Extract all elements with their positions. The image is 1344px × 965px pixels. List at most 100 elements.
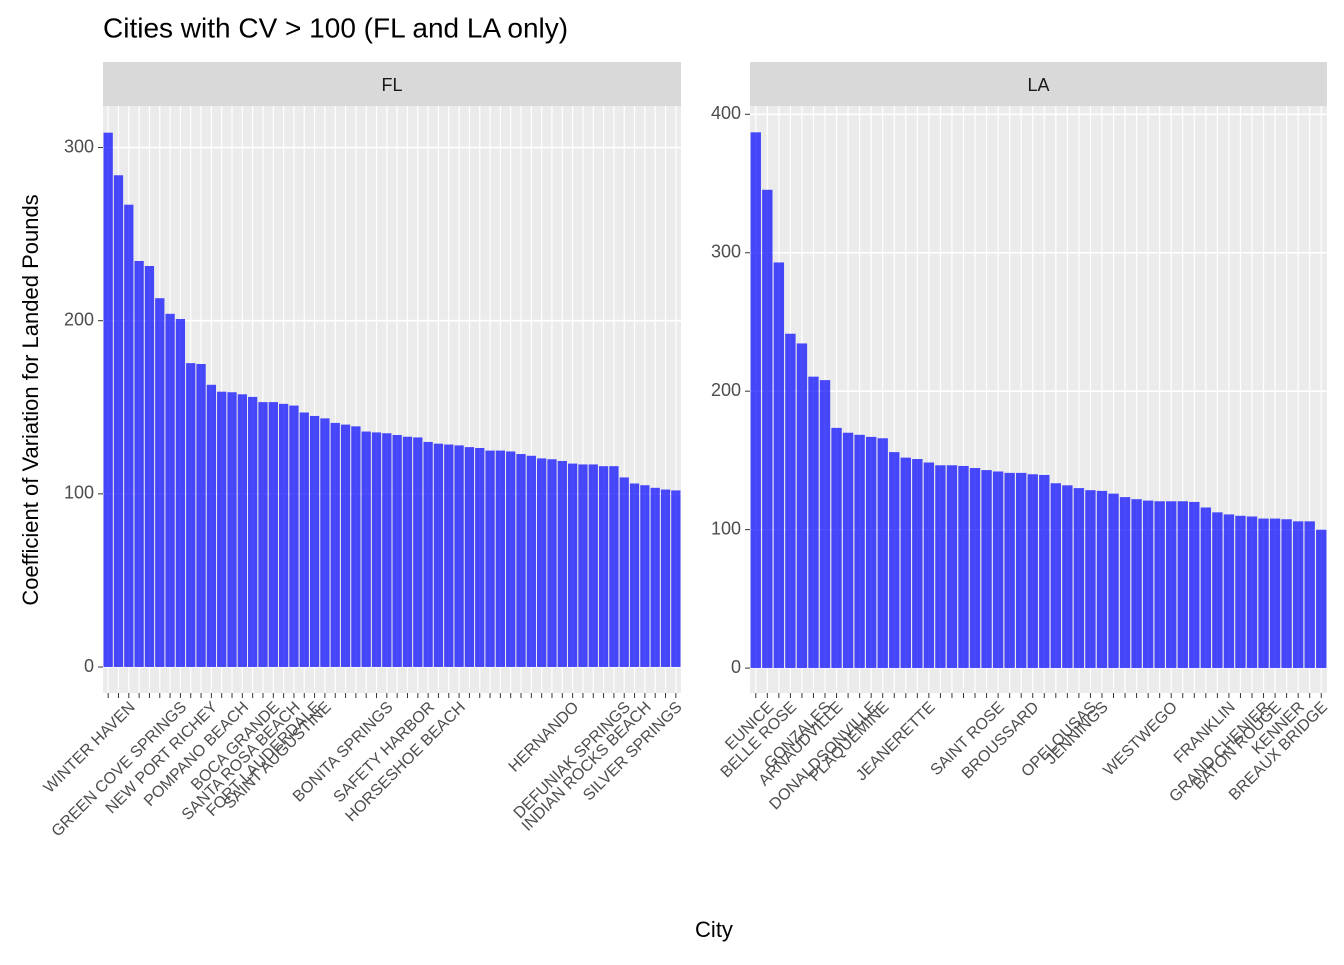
bar [155, 298, 165, 668]
bar [382, 433, 392, 668]
bar [537, 458, 547, 668]
y-tick-label: 300 [711, 242, 741, 262]
bar [433, 443, 444, 668]
bar [392, 434, 402, 668]
bar [413, 437, 423, 668]
bar [981, 470, 992, 669]
bar [969, 468, 981, 669]
bar [485, 450, 495, 668]
bar [1004, 472, 1015, 669]
bar [1131, 499, 1142, 669]
bar [1316, 529, 1327, 669]
bar [547, 459, 557, 668]
bar [196, 364, 206, 668]
bar [1096, 490, 1108, 669]
bar [750, 132, 761, 669]
bar [134, 260, 144, 668]
y-axis-label: Coefficient of Variation for Landed Poun… [18, 194, 43, 605]
bar [1246, 516, 1258, 669]
bar [526, 455, 536, 668]
bar [340, 424, 351, 668]
bar [1223, 514, 1235, 669]
bar [640, 485, 650, 668]
bar [877, 438, 888, 669]
bar [371, 432, 382, 668]
bar [1258, 518, 1269, 669]
y-tick-label: 200 [711, 380, 741, 400]
bar [1154, 501, 1165, 669]
y-tick-label: 100 [64, 483, 94, 503]
strip-label: LA [1027, 75, 1049, 95]
x-axis-label: City [695, 917, 733, 942]
bar [598, 466, 609, 668]
bar [1039, 474, 1050, 669]
bar [454, 445, 464, 668]
bar [217, 391, 227, 668]
bar [237, 394, 247, 668]
bar [309, 415, 320, 668]
bar [923, 462, 935, 669]
bar [671, 490, 681, 668]
bar [785, 333, 796, 669]
y-tick-label: 0 [731, 657, 741, 677]
bar [650, 487, 660, 668]
bar [206, 384, 217, 668]
x-tick-label: INDIAN ROCKS BEACH [519, 699, 655, 835]
bar [889, 452, 900, 669]
bar [1166, 501, 1177, 669]
strip-label: FL [381, 75, 402, 95]
x-tick-label: WESTWEGO [1100, 699, 1181, 780]
bar [609, 466, 619, 668]
bar [1073, 488, 1085, 669]
bar [578, 464, 588, 668]
bar [1050, 483, 1062, 669]
bar [946, 465, 958, 669]
bar [1269, 518, 1281, 669]
bar [113, 175, 124, 668]
bar [289, 405, 299, 668]
bar [506, 451, 516, 668]
bar [762, 189, 773, 669]
bar [258, 402, 268, 668]
bar [1200, 507, 1212, 669]
bar [227, 392, 237, 668]
bar [1235, 515, 1246, 669]
bar [464, 447, 475, 668]
bar [1177, 501, 1188, 669]
bar [1119, 497, 1131, 669]
bar [144, 265, 155, 668]
bar [1027, 474, 1038, 669]
bar [351, 426, 361, 668]
strip [103, 62, 681, 106]
bar [175, 318, 186, 668]
bar [320, 418, 330, 668]
bar [900, 457, 911, 669]
bar [865, 436, 877, 669]
bar [796, 343, 808, 669]
bar [1292, 521, 1304, 669]
bar [248, 396, 258, 668]
bar [516, 454, 526, 668]
y-tick-label: 200 [64, 309, 94, 329]
chart-title: Cities with CV > 100 (FL and LA only) [103, 12, 568, 43]
x-tick-label: WINTER HAVEN [41, 699, 139, 797]
bar [660, 489, 671, 668]
bar [1212, 512, 1223, 669]
bar [444, 444, 454, 668]
bar [124, 204, 134, 668]
bar [423, 441, 433, 668]
bar [557, 460, 567, 668]
bar [842, 432, 854, 669]
bar [475, 447, 485, 668]
bar [1015, 472, 1027, 669]
bar [588, 464, 598, 668]
y-tick-label: 0 [84, 656, 94, 676]
bar [854, 434, 865, 669]
bar [186, 363, 196, 668]
bar [330, 422, 340, 668]
bar [912, 459, 923, 669]
bar [1085, 490, 1096, 669]
strip [750, 62, 1327, 106]
bar [103, 132, 113, 668]
